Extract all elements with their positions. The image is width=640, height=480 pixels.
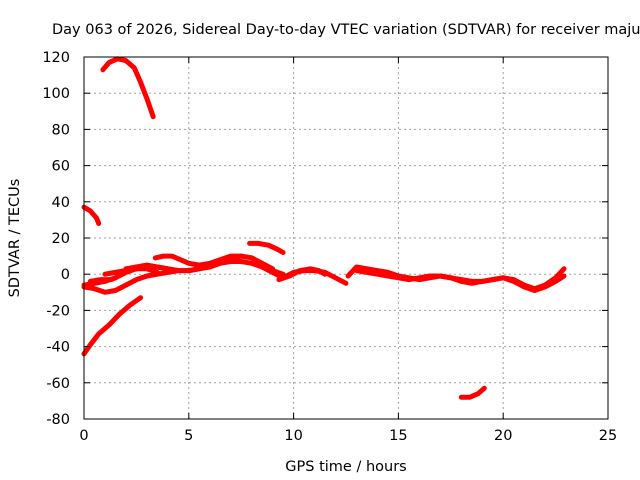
series-line-arc-6 (87, 275, 118, 284)
y-tick-label: 80 (52, 122, 70, 138)
series-line-arc-2 (81, 204, 102, 226)
y-tick-label: -40 (46, 340, 70, 356)
series-line-arc-15 (458, 385, 487, 400)
y-axis-label: SDTVAR / TECUs (7, 179, 23, 298)
series-layer (81, 56, 567, 400)
y-tick-label: -60 (46, 376, 70, 392)
grid-layer (84, 57, 608, 419)
y-tick-label: 120 (42, 50, 70, 66)
y-tick-label: 20 (52, 231, 70, 247)
y-tick-label: -80 (46, 412, 70, 428)
series-line-arc-5 (81, 268, 181, 295)
x-tick-label: 0 (79, 428, 88, 444)
tick-layer: 0 5 10 15 20 25 -80 -60 -40 -20 0 20 40 60 80 100 120 (42, 50, 617, 444)
x-tick-label: 5 (184, 428, 193, 444)
series-line-arc-10 (247, 240, 286, 255)
x-tick-label: 10 (284, 428, 302, 444)
y-tick-label: 0 (61, 267, 70, 283)
x-axis-label: GPS time / hours (285, 459, 406, 475)
y-tick-label: 40 (52, 195, 70, 211)
x-tick-label: 25 (599, 428, 617, 444)
series-line-arc-3 (81, 295, 144, 357)
chart-title: Day 063 of 2026, Sidereal Day-to-day VTE… (52, 22, 640, 38)
series-line-arc-14 (354, 266, 567, 292)
x-tick-label: 20 (494, 428, 512, 444)
series-line-arc-12 (276, 266, 328, 283)
x-tick-label: 15 (389, 428, 407, 444)
series-line-arc-1 (100, 56, 156, 120)
y-tick-label: 60 (52, 159, 70, 175)
series-line-arc-9 (152, 253, 276, 272)
y-tick-label: 100 (42, 86, 70, 102)
y-tick-label: -20 (46, 303, 70, 319)
